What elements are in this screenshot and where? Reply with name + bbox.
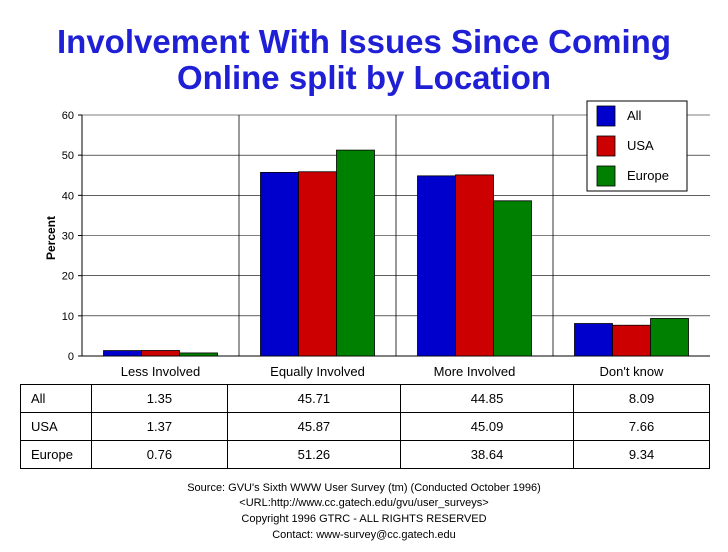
table-cell: 45.09: [399, 412, 575, 441]
x-tick-label: More Involved: [434, 364, 516, 379]
y-tick-label: 50: [62, 150, 74, 162]
y-tick-label: 10: [62, 311, 74, 323]
bar-usa: [298, 171, 337, 357]
table-cell: 1.37: [91, 412, 228, 441]
chart-title-line-2: Online split by Location: [176, 59, 552, 96]
legend-swatch-usa: [596, 135, 616, 157]
y-tick-label: 0: [68, 351, 74, 363]
row-label: All: [20, 384, 92, 413]
table-cell: 38.64: [399, 440, 575, 469]
copyright-line: Copyright 1996 GTRC - ALL RIGHTS RESERVE…: [241, 513, 487, 525]
bar-europe: [650, 318, 689, 357]
bar-usa: [141, 350, 180, 357]
x-tick-label: Equally Involved: [270, 364, 365, 379]
table-cell: 0.76: [91, 440, 228, 469]
table-cell: 44.85: [399, 384, 575, 413]
bar-usa: [612, 324, 651, 357]
source-line: Source: GVU's Sixth WWW User Survey (tm)…: [187, 482, 541, 494]
data-table: All 1.35 45.71 44.85 8.09 USA 1.37 45.87 45.09 7.…: [20, 384, 710, 469]
table-row: All 1.35 45.71 44.85 8.09: [20, 384, 710, 413]
bar-europe: [179, 352, 218, 357]
y-tick-label: 60: [62, 110, 74, 122]
chart-title-line-1: Involvement With Issues Since Coming: [57, 23, 671, 60]
contact-line: Contact: www-survey@cc.gatech.edu: [272, 529, 456, 541]
table-cell: 7.66: [573, 412, 710, 441]
x-tick-label: Less Involved: [121, 364, 201, 379]
bar-chart: 0 10 20 30 40 50 60 Percent Less Involved Equally…: [44, 100, 710, 379]
bar-all: [574, 323, 613, 357]
legend-label-europe: Europe: [627, 168, 669, 183]
legend-swatch-all: [596, 105, 616, 127]
bar-all: [260, 171, 299, 357]
row-label: Europe: [20, 440, 92, 469]
legend-label-usa: USA: [627, 138, 654, 153]
table-cell: 51.26: [226, 440, 401, 469]
x-tick-label: Don't know: [600, 364, 665, 379]
bar-all: [103, 350, 142, 357]
y-tick-label: 40: [62, 190, 74, 202]
bar-europe: [336, 149, 375, 357]
table-row: USA 1.37 45.87 45.09 7.66: [20, 412, 710, 441]
table-cell: 9.34: [573, 440, 710, 469]
table-cell: 8.09: [573, 384, 710, 413]
bar-usa: [455, 174, 494, 357]
bar-all: [417, 175, 456, 357]
table-row: Europe 0.76 51.26 38.64 9.34: [20, 440, 710, 469]
table-cell: 45.87: [226, 412, 401, 441]
y-tick-label: 20: [62, 271, 74, 283]
table-cell: 45.71: [226, 384, 401, 413]
row-label: USA: [20, 412, 92, 441]
y-tick-label: 30: [62, 231, 74, 243]
legend-label-all: All: [627, 108, 642, 123]
y-axis-label: Percent: [44, 216, 58, 260]
source-url: <URL:http://www.cc.gatech.edu/gvu/user_s…: [239, 497, 489, 509]
bar-europe: [493, 200, 532, 357]
table-cell: 1.35: [91, 384, 228, 413]
legend-swatch-europe: [596, 165, 616, 187]
